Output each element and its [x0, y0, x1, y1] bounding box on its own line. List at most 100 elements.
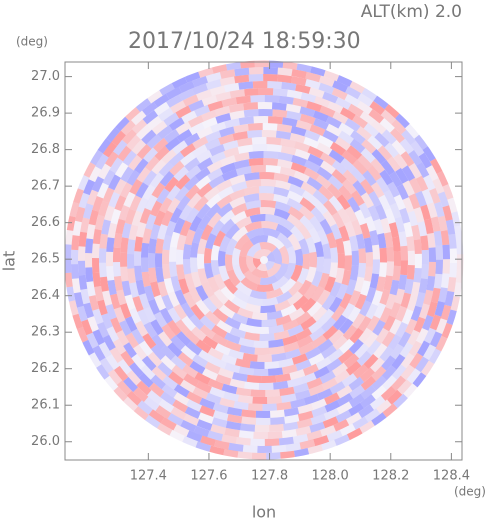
field-cell	[283, 421, 299, 431]
field-cell	[132, 296, 144, 312]
field-cell	[257, 354, 273, 363]
field-cell	[241, 416, 257, 425]
field-cell	[184, 406, 201, 419]
field-cell	[120, 350, 135, 367]
field-cell	[323, 69, 340, 82]
field-cell	[99, 357, 114, 374]
field-cell	[107, 369, 123, 385]
field-cell	[170, 335, 186, 351]
field-cell	[149, 200, 163, 217]
field-cell	[426, 232, 436, 248]
field-cell	[148, 267, 158, 283]
field-cell	[170, 275, 182, 292]
field-cell	[138, 372, 154, 388]
field-cell	[217, 186, 234, 200]
field-cell	[281, 393, 297, 403]
field-cell	[71, 264, 79, 279]
field-cell	[275, 179, 292, 191]
field-cell	[400, 260, 408, 276]
field-cell	[360, 385, 377, 400]
field-cell	[136, 167, 151, 183]
field-cell	[242, 444, 258, 453]
field-cell	[297, 279, 312, 296]
field-cell	[343, 353, 360, 369]
field-cell	[238, 430, 254, 439]
field-cell	[258, 109, 273, 117]
field-cell	[253, 116, 269, 124]
field-cell	[395, 305, 408, 322]
field-cell	[379, 262, 387, 277]
field-cell	[294, 248, 304, 266]
field-cell	[257, 445, 272, 453]
field-cell	[370, 182, 385, 198]
field-cell	[264, 361, 280, 369]
field-cell	[214, 106, 231, 117]
y-tick-label: 26.4	[31, 288, 60, 303]
field-cell	[348, 290, 361, 306]
field-cell	[273, 380, 289, 390]
field-cell	[81, 319, 93, 336]
field-cell	[391, 375, 406, 391]
field-cell	[159, 307, 173, 324]
field-cell	[309, 421, 326, 433]
plot-frame	[64, 61, 463, 461]
field-cell	[131, 110, 147, 126]
field-cell	[184, 132, 200, 147]
field-cell	[380, 109, 397, 125]
field-cell	[422, 145, 437, 162]
field-cell	[233, 289, 250, 303]
field-cell	[352, 159, 368, 175]
field-cell	[369, 273, 380, 289]
field-cell	[276, 123, 293, 133]
field-cell	[315, 356, 332, 371]
field-cell	[404, 278, 414, 295]
field-cell	[144, 414, 161, 429]
y-tick-label: 26.2	[31, 361, 60, 376]
field-cell	[272, 109, 288, 118]
field-cell	[338, 349, 354, 364]
field-cell	[307, 145, 324, 159]
field-cell	[140, 257, 149, 273]
field-cell	[141, 242, 150, 258]
field-cell	[334, 267, 345, 284]
field-cell	[338, 122, 355, 136]
y-tick-label: 26.8	[31, 142, 60, 157]
field-cell	[267, 310, 283, 320]
field-cell	[295, 425, 312, 436]
field-cell	[184, 229, 196, 246]
field-cell	[224, 299, 241, 314]
field-cell	[361, 139, 377, 154]
field-cell	[359, 420, 376, 434]
field-cell	[318, 82, 335, 95]
field-cell	[188, 99, 205, 112]
field-cell	[425, 165, 439, 181]
field-cell	[205, 72, 222, 83]
field-cell	[328, 175, 344, 190]
field-cell	[207, 430, 223, 442]
field-cell	[234, 74, 250, 84]
y-tick-label: 26.3	[31, 325, 60, 340]
field-cell	[248, 67, 264, 75]
field-cell	[267, 431, 283, 439]
field-cell	[324, 392, 340, 405]
field-cell	[216, 194, 233, 209]
field-cell	[92, 308, 104, 325]
field-cell	[278, 245, 289, 265]
field-cell	[415, 328, 429, 344]
field-cell	[401, 165, 416, 182]
field-cell	[372, 319, 386, 336]
field-cell	[214, 439, 230, 450]
field-cell	[220, 155, 236, 167]
field-cell	[254, 424, 270, 433]
field-cell	[381, 129, 397, 145]
field-cell	[442, 183, 454, 200]
field-cell	[240, 423, 256, 432]
field-cell	[386, 246, 395, 262]
field-cell	[372, 259, 381, 275]
field-cell	[375, 177, 390, 193]
field-cell	[204, 138, 221, 151]
field-cell	[219, 397, 235, 408]
field-cell	[329, 281, 342, 298]
field-cell	[183, 243, 192, 260]
field-cell	[281, 364, 298, 375]
